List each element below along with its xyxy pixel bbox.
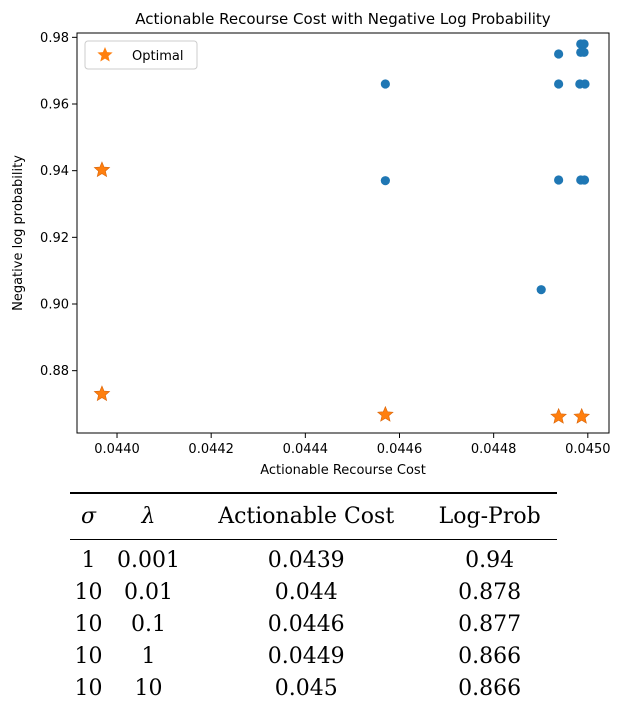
- y-tick-label: 0.88: [40, 364, 69, 379]
- data-point: [536, 285, 546, 295]
- optimal-star-point: [550, 407, 567, 424]
- y-axis: 0.88 0.90 0.92 0.94 0.96 0.98: [40, 31, 77, 379]
- actionable-cost-header: Actionable Cost: [190, 492, 423, 540]
- data-point: [554, 175, 564, 185]
- data-points: [93, 39, 591, 424]
- y-axis-title: Negative log probability: [11, 155, 26, 311]
- data-point: [579, 175, 590, 185]
- data-point: [554, 49, 564, 59]
- table-cell: 0.044: [274, 579, 338, 605]
- y-tick-label: 0.96: [40, 98, 69, 113]
- table-row: 10 1 0.0449 0.866: [70, 640, 557, 672]
- optimal-star-point: [573, 407, 591, 424]
- x-axis-title: Actionable Recourse Cost: [260, 463, 426, 478]
- legend-label: Optimal: [132, 49, 183, 64]
- legend: Optimal: [84, 40, 198, 70]
- table-cell: 1: [81, 547, 96, 573]
- legend-box: [84, 40, 198, 70]
- optimal-star-point: [93, 161, 111, 178]
- table-cell: 0.045: [274, 675, 338, 701]
- table-row: 1 0.001 0.0439 0.94: [70, 540, 557, 577]
- data-point: [580, 79, 590, 89]
- x-tick-label: 0.0444: [283, 442, 329, 457]
- table-cell: 0.1: [131, 611, 167, 637]
- optimal-star-point: [93, 385, 111, 402]
- table-cell: 1: [141, 643, 156, 669]
- x-tick-label: 0.0440: [94, 442, 140, 457]
- table-cell: 0.94: [465, 547, 515, 573]
- table-cell: 10: [74, 611, 103, 637]
- x-tick-label: 0.0450: [565, 442, 611, 457]
- x-tick-label: 0.0446: [377, 442, 423, 457]
- sigma-header: σ: [70, 492, 107, 540]
- optimal-star-point: [377, 405, 394, 422]
- scatter-chart: Actionable Recourse Cost with Negative L…: [11, 10, 611, 478]
- results-table: σ λ Actionable Cost Log-Prob 1 0.001 0.0…: [70, 492, 557, 704]
- table-cell: 10: [74, 579, 103, 605]
- y-tick-label: 0.92: [40, 231, 69, 246]
- x-tick-label: 0.0442: [188, 442, 234, 457]
- table-cell: 0.0439: [267, 547, 345, 573]
- table-row: 10 0.1 0.0446 0.877: [70, 608, 557, 640]
- chart-title: Actionable Recourse Cost with Negative L…: [135, 10, 551, 28]
- table-cell: 10: [74, 675, 103, 701]
- x-axis: 0.0440 0.0442 0.0444 0.0446 0.0448 0.0450: [94, 433, 611, 457]
- table-cell: 10: [74, 643, 103, 669]
- table-cell: 0.878: [458, 579, 522, 605]
- table-cell: 0.0446: [267, 611, 345, 637]
- table-row: 10 10 0.045 0.866: [70, 672, 557, 704]
- table-cell: 0.866: [458, 675, 522, 701]
- log-prob-header: Log-Prob: [422, 492, 557, 540]
- y-tick-label: 0.90: [40, 298, 69, 313]
- legend-star-icon: [97, 47, 113, 62]
- data-point: [380, 79, 390, 89]
- y-tick-label: 0.94: [40, 164, 69, 179]
- x-tick-label: 0.0448: [471, 442, 517, 457]
- table-cell: 0.866: [458, 643, 522, 669]
- table-cell: 0.877: [458, 611, 522, 637]
- data-point: [380, 176, 390, 186]
- data-point: [579, 39, 589, 49]
- data-point: [554, 79, 564, 89]
- table-cell: 10: [134, 675, 163, 701]
- lambda-header: λ: [106, 492, 191, 540]
- plot-frame: [76, 32, 610, 434]
- data-point: [579, 47, 589, 57]
- table-cell: 0.01: [124, 579, 173, 605]
- y-tick-label: 0.98: [40, 31, 69, 46]
- table-cell: 0.001: [117, 547, 180, 573]
- table-header-row: σ λ Actionable Cost Log-Prob: [70, 492, 557, 540]
- table-cell: 0.0449: [267, 643, 345, 669]
- table-row: 10 0.01 0.044 0.878: [70, 576, 557, 608]
